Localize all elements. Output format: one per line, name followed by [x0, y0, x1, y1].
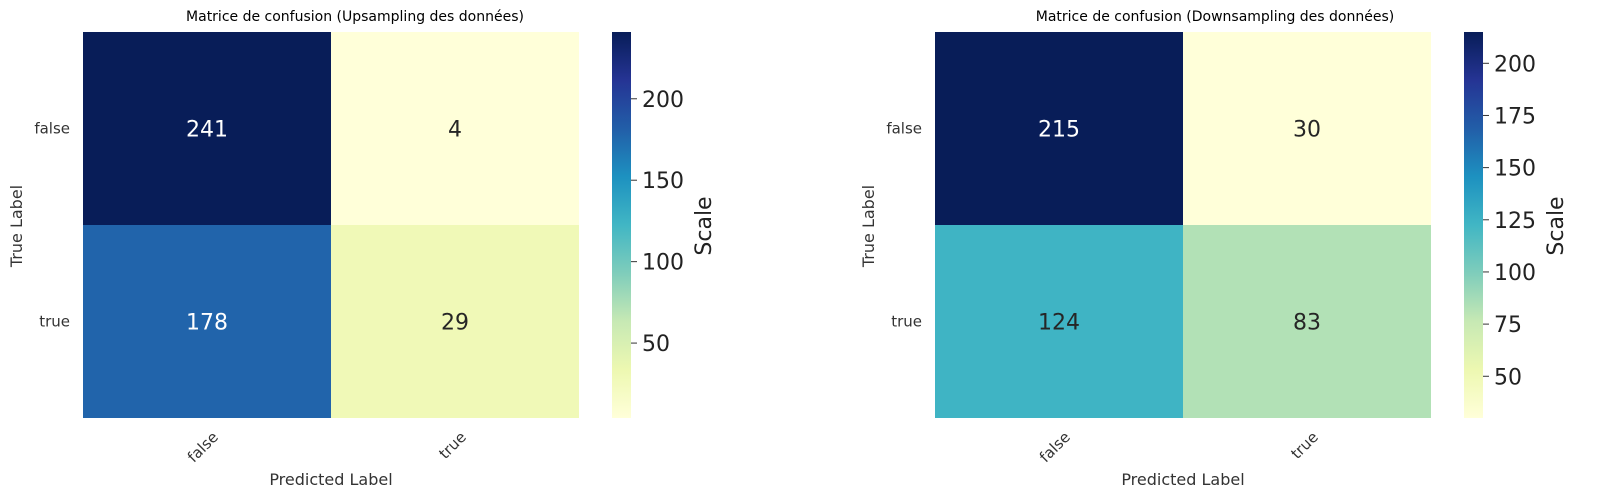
- x-tick-label: false: [184, 428, 222, 466]
- x-tick-labels: false true: [1036, 428, 1322, 466]
- x-tick-label: true: [435, 428, 470, 463]
- colorbar-label: Scale: [1544, 196, 1569, 255]
- colorbar-tick-label: 100: [1494, 261, 1536, 286]
- confusion-matrix-upsampling: Matrice de confusion (Upsampling des don…: [7, 9, 717, 489]
- heatmap-cell: [1183, 32, 1431, 225]
- y-tick-labels: false true: [34, 120, 70, 331]
- cell-value-label: 4: [448, 118, 462, 143]
- x-axis-label: Predicted Label: [1121, 470, 1244, 489]
- colorbar-tick-label: 150: [642, 169, 684, 194]
- colorbar: [1464, 32, 1483, 418]
- cell-value-label: 241: [186, 118, 228, 143]
- heatmap-cell: [83, 32, 331, 225]
- y-tick-labels: false true: [886, 120, 922, 331]
- heatmap-cell: [935, 32, 1183, 225]
- heatmap-cell: [331, 32, 579, 225]
- heatmap-cells: 215 30 124 83: [935, 32, 1431, 418]
- colorbar-tick-label: 150: [1494, 157, 1536, 182]
- colorbar-label: Scale: [692, 196, 717, 255]
- colorbar-tick-label: 125: [1494, 209, 1536, 234]
- cell-value-label: 30: [1293, 118, 1321, 143]
- y-tick-label: true: [39, 313, 70, 331]
- y-tick-label: false: [34, 120, 70, 138]
- colorbar-ticks: 50 75 100 125 150 175 200: [1483, 52, 1536, 390]
- y-tick-label: false: [886, 120, 922, 138]
- cell-value-label: 83: [1293, 311, 1321, 336]
- cell-value-label: 124: [1038, 311, 1080, 336]
- colorbar-tick-label: 200: [642, 88, 684, 113]
- x-tick-label: false: [1036, 428, 1074, 466]
- heatmap-cell: [935, 225, 1183, 418]
- x-tick-labels: false true: [184, 428, 470, 466]
- y-tick-label: true: [891, 313, 922, 331]
- heatmap-cell: [1183, 225, 1431, 418]
- heatmap-cells: 241 4 178 29: [83, 32, 579, 418]
- colorbar-ticks: 50 100 150 200: [631, 88, 684, 357]
- colorbar-tick-label: 100: [642, 251, 684, 276]
- y-axis-label: True Label: [7, 185, 26, 268]
- colorbar-tick-label: 50: [1494, 365, 1522, 390]
- colorbar-tick-label: 200: [1494, 52, 1536, 77]
- chart-title: Matrice de confusion (Upsampling des don…: [186, 9, 524, 25]
- heatmap-cell: [331, 225, 579, 418]
- colorbar-tick-label: 50: [642, 332, 670, 357]
- colorbar: [612, 32, 631, 418]
- x-axis-label: Predicted Label: [269, 470, 392, 489]
- cell-value-label: 29: [441, 311, 469, 336]
- colorbar-tick-label: 75: [1494, 313, 1522, 338]
- chart-title: Matrice de confusion (Downsampling des d…: [1036, 9, 1394, 25]
- heatmap-cell: [83, 225, 331, 418]
- colorbar-tick-label: 175: [1494, 104, 1536, 129]
- cell-value-label: 215: [1038, 118, 1080, 143]
- x-tick-label: true: [1287, 428, 1322, 463]
- cell-value-label: 178: [186, 311, 228, 336]
- confusion-matrix-downsampling: Matrice de confusion (Downsampling des d…: [859, 9, 1569, 489]
- y-axis-label: True Label: [859, 185, 878, 268]
